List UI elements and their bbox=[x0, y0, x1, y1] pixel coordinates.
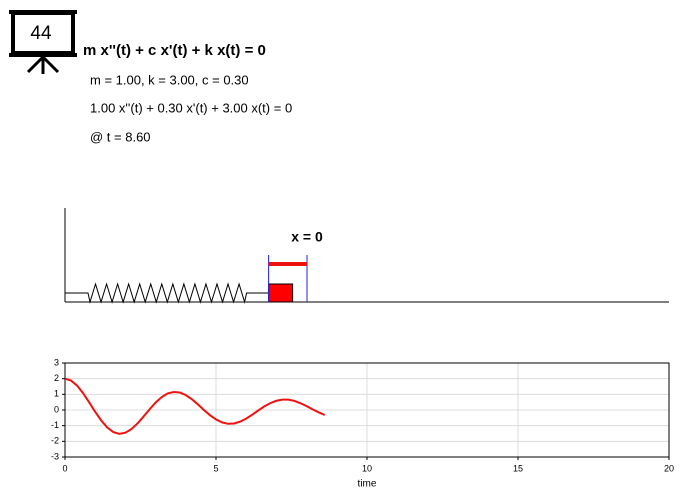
spring bbox=[65, 282, 269, 304]
spring-scene bbox=[64, 208, 669, 303]
y-tick-label: 3 bbox=[54, 357, 59, 367]
x-tick-label: 10 bbox=[362, 463, 372, 473]
plot-frame bbox=[64, 362, 670, 458]
y-tick-label: -3 bbox=[51, 451, 59, 461]
x-tick-label: 15 bbox=[513, 463, 523, 473]
x-tick-label: 0 bbox=[62, 463, 67, 473]
y-tick-label: 1 bbox=[54, 389, 59, 399]
y-tick-label: 0 bbox=[54, 404, 59, 414]
x-tick-label: 20 bbox=[664, 463, 674, 473]
equation: m x''(t) + c x'(t) + k x(t) = 0 bbox=[83, 42, 266, 59]
slide-number: 44 bbox=[30, 23, 52, 44]
y-tick-label: -2 bbox=[51, 436, 59, 446]
data-line bbox=[64, 377, 326, 435]
slide-icon bbox=[9, 10, 77, 74]
x-tick-label: 5 bbox=[213, 463, 218, 473]
y-tick-label: 2 bbox=[54, 373, 59, 383]
zero-label: x = 0 bbox=[291, 229, 323, 245]
displacement-bar bbox=[268, 262, 307, 266]
y-tick-label: -1 bbox=[51, 420, 59, 430]
time-label: @ t = 8.60 bbox=[90, 129, 151, 144]
mass-block bbox=[268, 283, 294, 303]
params: m = 1.00, k = 3.00, c = 0.30 bbox=[90, 72, 249, 87]
substituted: 1.00 x''(t) + 0.30 x'(t) + 3.00 x(t) = 0 bbox=[90, 100, 292, 115]
x-axis-label: time bbox=[358, 479, 377, 490]
